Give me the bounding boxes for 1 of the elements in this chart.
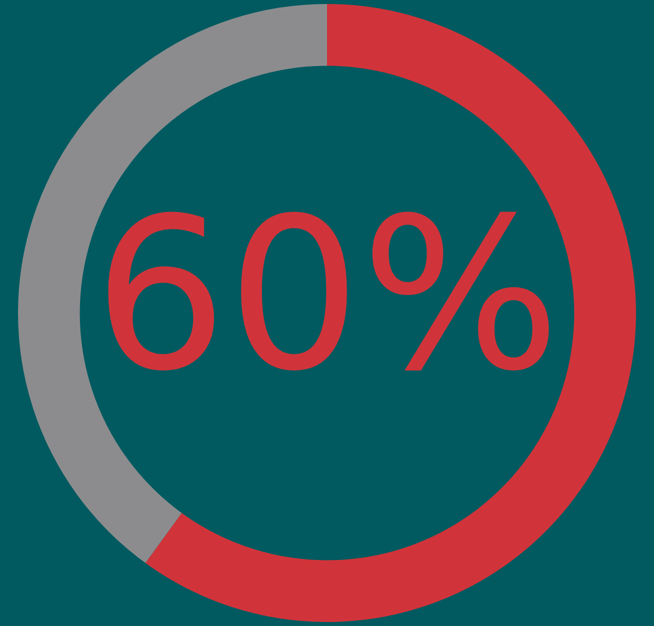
text: 60%	[94, 172, 560, 418]
